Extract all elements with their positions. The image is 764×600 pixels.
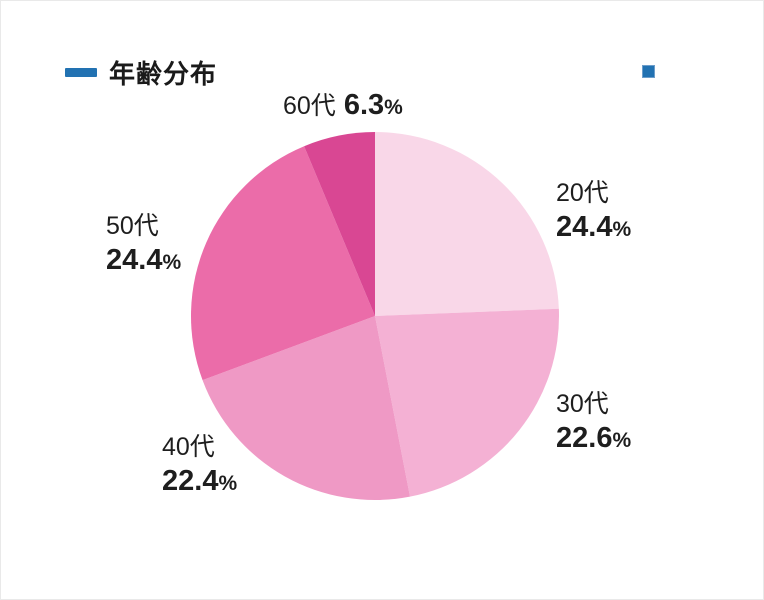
percent-sign: % (612, 218, 632, 241)
pie-slice-20代 (375, 132, 559, 316)
pie-label-category: 40代 (162, 433, 215, 461)
pie-label-value: 6.3% (343, 89, 403, 121)
pie-label-50代: 50代 24.4% (106, 214, 181, 275)
pie-slice-60代 (304, 132, 375, 316)
pie-slice-40代 (202, 316, 411, 501)
pie-label-value: 22.6% (556, 422, 632, 454)
corner-square-icon (642, 65, 655, 78)
percent-sign: % (384, 96, 403, 119)
chart-header: 年齢分布 (65, 54, 217, 91)
pie-label-value: 22.4% (162, 465, 238, 497)
chart-title: 年齢分布 (109, 59, 218, 89)
pie-label-value: 24.4% (106, 244, 182, 276)
pie-label-category: 20代 (556, 179, 609, 207)
pie-label-value: 24.4% (556, 211, 632, 243)
percent-sign: % (162, 251, 182, 274)
percent-sign: % (612, 429, 632, 452)
pie-label-20代: 20代 24.4% (556, 181, 631, 242)
pie-label-40代: 40代 22.4% (162, 435, 237, 496)
pie-label-30代: 30代 22.6% (556, 392, 631, 453)
pie-slice-30代 (375, 308, 560, 497)
pie-label-category: 60代 (283, 92, 336, 120)
percent-sign: % (218, 472, 238, 495)
title-accent-dash-icon (65, 68, 97, 77)
pie-label-60代: 60代 6.3% (283, 91, 403, 120)
pie-label-category: 30代 (556, 390, 609, 418)
pie-slice-50代 (190, 146, 375, 381)
pie-label-category: 50代 (106, 212, 159, 240)
